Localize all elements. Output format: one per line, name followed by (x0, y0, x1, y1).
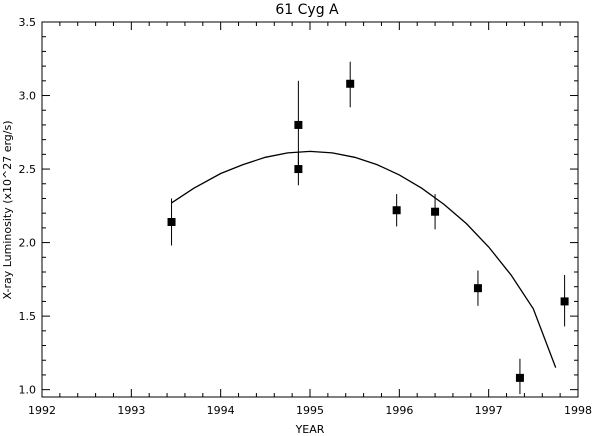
y-axis-label: X-ray Luminosity (x10^27 erg/s) (1, 120, 14, 299)
axis-ticks (41, 21, 579, 397)
data-point (392, 206, 401, 215)
y-tick-label: 2.0 (19, 237, 37, 250)
y-tick-labels: 1.0 1.5 2.0 2.5 3.0 3.5 (19, 16, 37, 397)
x-tick-label: 1995 (296, 404, 324, 417)
data-points (167, 61, 569, 395)
y-tick-label: 3.0 (19, 90, 37, 103)
y-tick-label: 2.5 (19, 163, 37, 176)
x-tick-label: 1994 (207, 404, 235, 417)
plot-frame (41, 21, 579, 398)
data-point (515, 373, 524, 382)
fit-curve (171, 150, 557, 368)
data-point (294, 165, 303, 174)
x-axis-label: YEAR (295, 423, 325, 436)
x-tick-label: 1997 (475, 404, 503, 417)
y-tick-label: 3.5 (19, 16, 37, 29)
x-tick-label: 1996 (385, 404, 413, 417)
data-point (294, 120, 303, 129)
chart-title: 61 Cyg A (275, 2, 339, 18)
data-point (473, 284, 482, 293)
x-tick-label: 1998 (564, 404, 592, 417)
x-tick-labels: 1992 1993 1994 1995 1996 1997 1998 (28, 404, 592, 417)
data-point (431, 207, 440, 216)
x-tick-label: 1993 (117, 404, 145, 417)
y-tick-label: 1.5 (19, 310, 37, 323)
data-point (167, 218, 176, 226)
data-point (560, 297, 569, 306)
x-tick-label: 1992 (28, 404, 56, 417)
data-point (346, 79, 355, 88)
y-tick-label: 1.0 (19, 384, 37, 397)
